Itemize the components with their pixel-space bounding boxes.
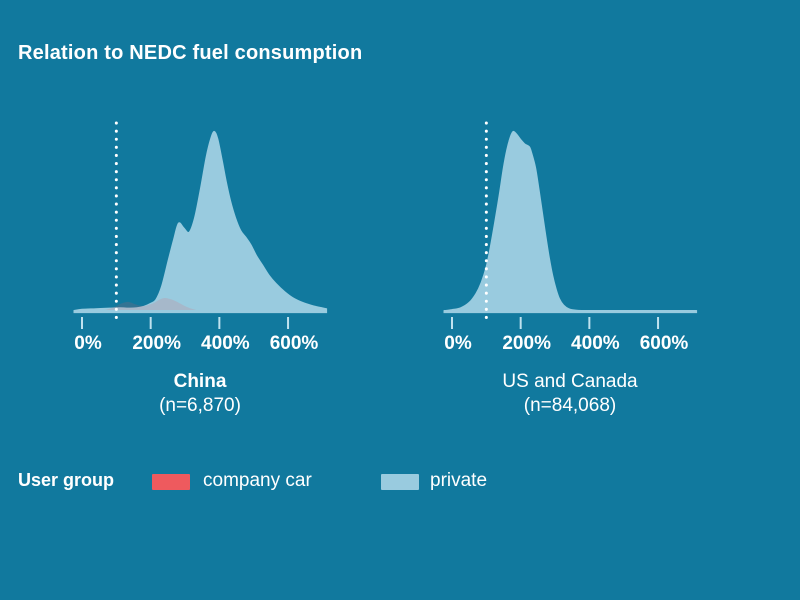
x-axis-tick-label: 0% — [74, 333, 102, 354]
legend-label-private: private — [430, 470, 488, 491]
private-swatch-icon — [381, 474, 419, 490]
x-axis-tick-label: 400% — [571, 333, 620, 354]
x-axis-tick-labels: 0% 200% 400% 600% — [430, 333, 710, 357]
density-area-private — [73, 130, 328, 314]
x-axis-tick-label: 200% — [502, 333, 551, 354]
x-axis-tick-label: 0% — [444, 333, 472, 354]
chart-panel-china: 0% 200% 400% 600% China (n=6,870) — [60, 105, 340, 425]
sample-size-label: (n=6,870) — [159, 395, 241, 416]
sample-size-label: (n=84,068) — [523, 395, 617, 416]
x-axis-tick-labels: 0% 200% 400% 600% — [60, 333, 340, 357]
x-axis-tick-label: 200% — [132, 333, 181, 354]
chart-panel-us-canada: 0% 200% 400% 600% US and Canada (n=84,068) — [430, 105, 710, 425]
x-axis-tick-label: 400% — [201, 333, 250, 354]
x-axis-tick-label: 600% — [269, 333, 319, 354]
legend-title: User group — [18, 470, 115, 490]
x-axis-tick-label: 600% — [639, 333, 689, 354]
company-car-swatch-icon — [152, 474, 190, 490]
density-chart-china — [73, 121, 328, 329]
density-chart-us-canada — [443, 121, 698, 329]
chart-title: Relation to NEDC fuel consumption — [18, 42, 363, 64]
density-area-company-car — [74, 297, 206, 313]
density-area-private — [443, 130, 698, 314]
country-label: China — [173, 371, 227, 392]
country-label: US and Canada — [502, 371, 638, 392]
legend: User group company car private — [0, 466, 800, 500]
legend-label-company-car: company car — [203, 470, 312, 491]
